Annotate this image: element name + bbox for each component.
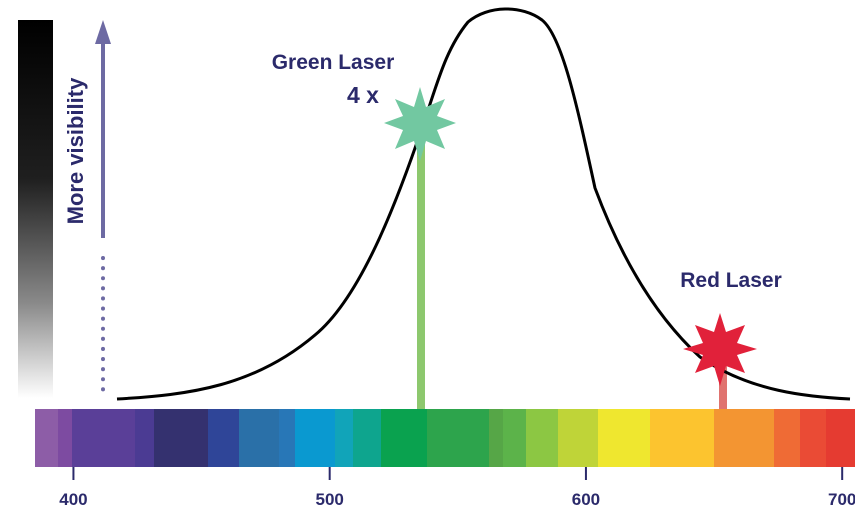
spectrum-segment bbox=[154, 409, 208, 467]
color-spectrum-band bbox=[35, 409, 855, 467]
spectrum-segment bbox=[72, 409, 135, 467]
visibility-curve bbox=[116, 7, 851, 401]
spectrum-segment bbox=[714, 409, 774, 467]
spectrum-segment bbox=[774, 409, 800, 467]
green-laser-multiplier: 4 x bbox=[347, 82, 379, 108]
spectrum-segment bbox=[381, 409, 427, 467]
spectrum-segment bbox=[279, 409, 295, 467]
red-laser-label: Red Laser bbox=[680, 269, 782, 292]
spectrum-segment bbox=[58, 409, 72, 467]
spectrum-segment bbox=[335, 409, 353, 467]
spectrum-segment bbox=[35, 409, 58, 467]
spectrum-segment bbox=[526, 409, 558, 467]
spectrum-segment bbox=[558, 409, 598, 467]
spectrum-segment bbox=[826, 409, 855, 467]
green-laser-beam bbox=[417, 132, 425, 409]
visibility-arrowhead-icon bbox=[95, 20, 111, 44]
axis-tick-label-400: 400 bbox=[59, 490, 87, 509]
spectrum-segment bbox=[135, 409, 154, 467]
spectrum-segment bbox=[503, 409, 526, 467]
spectrum-segment bbox=[598, 409, 650, 467]
wavelength-axis: 400 500 600 700 bbox=[59, 467, 855, 509]
visibility-gradient-bar bbox=[18, 20, 53, 398]
spectrum-segment bbox=[650, 409, 714, 467]
red-laser-star-icon bbox=[683, 313, 757, 386]
spectrum-segment bbox=[489, 409, 503, 467]
spectrum-segment bbox=[353, 409, 381, 467]
spectrum-segment bbox=[427, 409, 489, 467]
spectrum-segment bbox=[208, 409, 239, 467]
spectrum-segment bbox=[295, 409, 335, 467]
green-laser-star-icon bbox=[384, 87, 456, 161]
red-laser-beam bbox=[719, 354, 727, 409]
spectrum-segment bbox=[239, 409, 279, 467]
axis-tick-label-500: 500 bbox=[316, 490, 344, 509]
visibility-label: More visibility bbox=[63, 77, 88, 224]
axis-tick-label-600: 600 bbox=[572, 490, 600, 509]
spectrum-segment bbox=[800, 409, 826, 467]
green-laser-label: Green Laser bbox=[272, 51, 395, 74]
axis-tick-label-700: 700 bbox=[828, 490, 855, 509]
